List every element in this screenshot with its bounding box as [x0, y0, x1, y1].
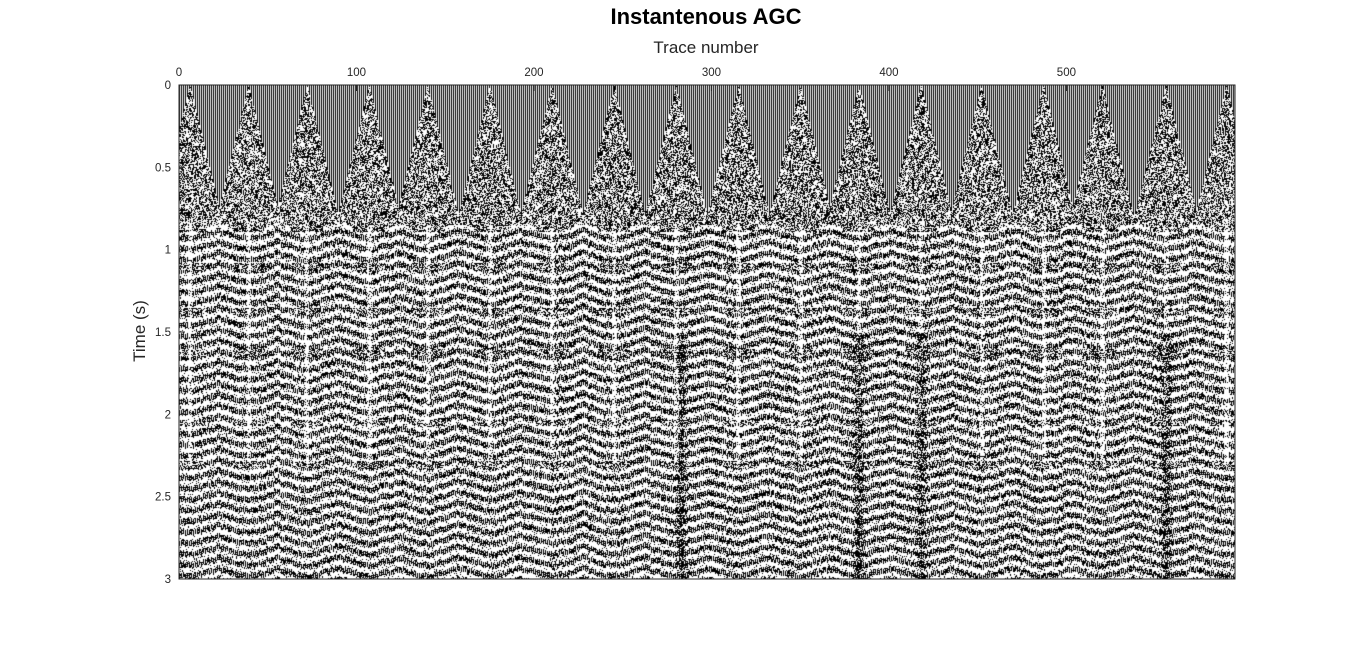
x-axis-label: Trace number [653, 38, 759, 57]
y-tick-label: 1 [165, 245, 171, 257]
y-tick-label: 0.5 [155, 162, 171, 174]
x-tick-label: 200 [524, 67, 543, 79]
chart-title: Instantenous AGC [610, 4, 802, 29]
y-tick-label: 1.5 [155, 327, 171, 339]
x-tick-label: 100 [347, 67, 366, 79]
seismic-trace-image [179, 85, 1235, 579]
y-tick-label: 2 [165, 409, 171, 421]
x-tick-label: 0 [176, 67, 182, 79]
y-tick-label: 0 [165, 80, 171, 92]
x-tick-label: 400 [879, 67, 898, 79]
x-tick-label: 300 [702, 67, 721, 79]
y-tick-label: 3 [165, 574, 171, 586]
y-tick-label: 2.5 [155, 492, 171, 504]
x-tick-label: 500 [1057, 67, 1076, 79]
